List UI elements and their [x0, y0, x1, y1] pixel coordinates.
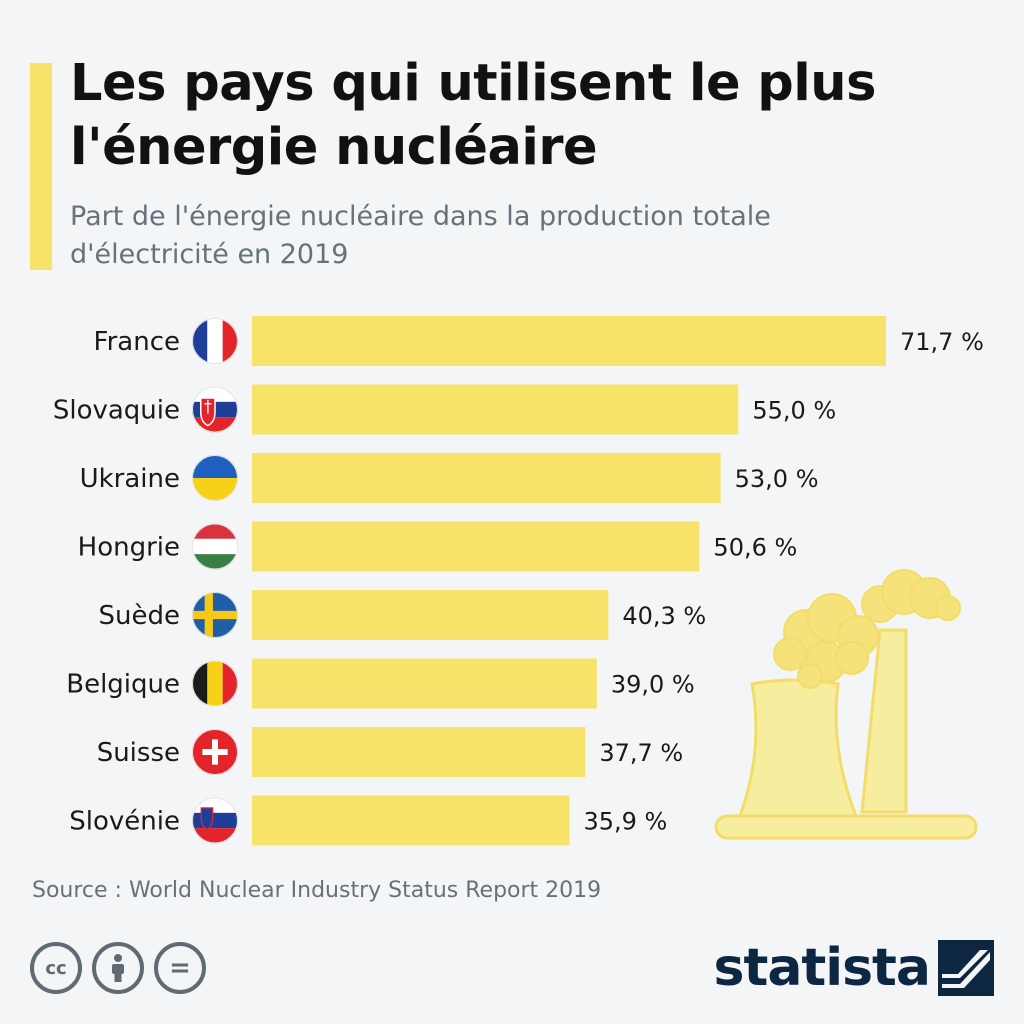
nuclear-plant-illustration: [714, 569, 978, 840]
flag-switzerland-icon: [192, 729, 238, 775]
bar: [252, 658, 597, 709]
category-label: Slovénie: [69, 807, 180, 837]
cc-label: cc: [45, 957, 67, 979]
bar-chart: France 71,7 % Slovaquie 55,0 % Ukraine 53,0 %…: [53, 316, 984, 846]
statista-logo[interactable]: statista: [714, 938, 994, 998]
no-derivatives-icon[interactable]: =: [154, 942, 206, 994]
flag-outline: [192, 592, 238, 638]
category-label: Hongrie: [78, 533, 180, 563]
flag-outline: [192, 797, 238, 844]
chart-title: Les pays qui utilisent le plus l'énergie…: [70, 54, 876, 177]
source-note: Source : World Nuclear Industry Status R…: [32, 878, 602, 903]
category-label: Slovaquie: [53, 396, 180, 426]
bar: [252, 521, 700, 572]
brand-wordmark: statista: [713, 938, 931, 998]
flag-outline: [192, 386, 238, 433]
flag-outline: [192, 318, 238, 364]
value-label: 50,6 %: [713, 534, 797, 562]
category-label: Ukraine: [80, 464, 180, 494]
bar: [252, 316, 886, 366]
category-label: Suède: [99, 601, 180, 631]
flag-ukraine-icon: [192, 455, 238, 501]
person-glyph: [112, 954, 124, 982]
bar: [252, 384, 739, 435]
creative-commons-icon[interactable]: cc: [30, 942, 82, 994]
value-label: 40,3 %: [622, 602, 706, 630]
value-label: 71,7 %: [900, 328, 984, 356]
title-accent-bar: [30, 63, 52, 270]
flag-outline: [192, 523, 238, 570]
value-label: 55,0 %: [752, 397, 836, 425]
value-label: 35,9 %: [583, 808, 667, 836]
nd-label: =: [169, 953, 191, 983]
chart-subtitle: Part de l'énergie nucléaire dans la prod…: [70, 201, 771, 270]
bar: [252, 590, 609, 640]
bar: [252, 453, 721, 503]
category-label: Suisse: [97, 738, 180, 768]
category-label: Belgique: [66, 670, 180, 700]
value-label: 53,0 %: [735, 465, 819, 493]
flag-outline: [192, 455, 238, 501]
category-label: France: [94, 327, 180, 357]
flag-outline: [192, 729, 238, 775]
bar: [252, 795, 570, 846]
value-label: 37,7 %: [599, 739, 683, 767]
bar: [252, 727, 586, 777]
flag-outline: [192, 660, 238, 707]
attribution-icon[interactable]: [92, 942, 144, 994]
statista-mark-icon: [938, 940, 994, 996]
value-label: 39,0 %: [611, 671, 695, 699]
flag-sweden-icon: [192, 592, 238, 638]
